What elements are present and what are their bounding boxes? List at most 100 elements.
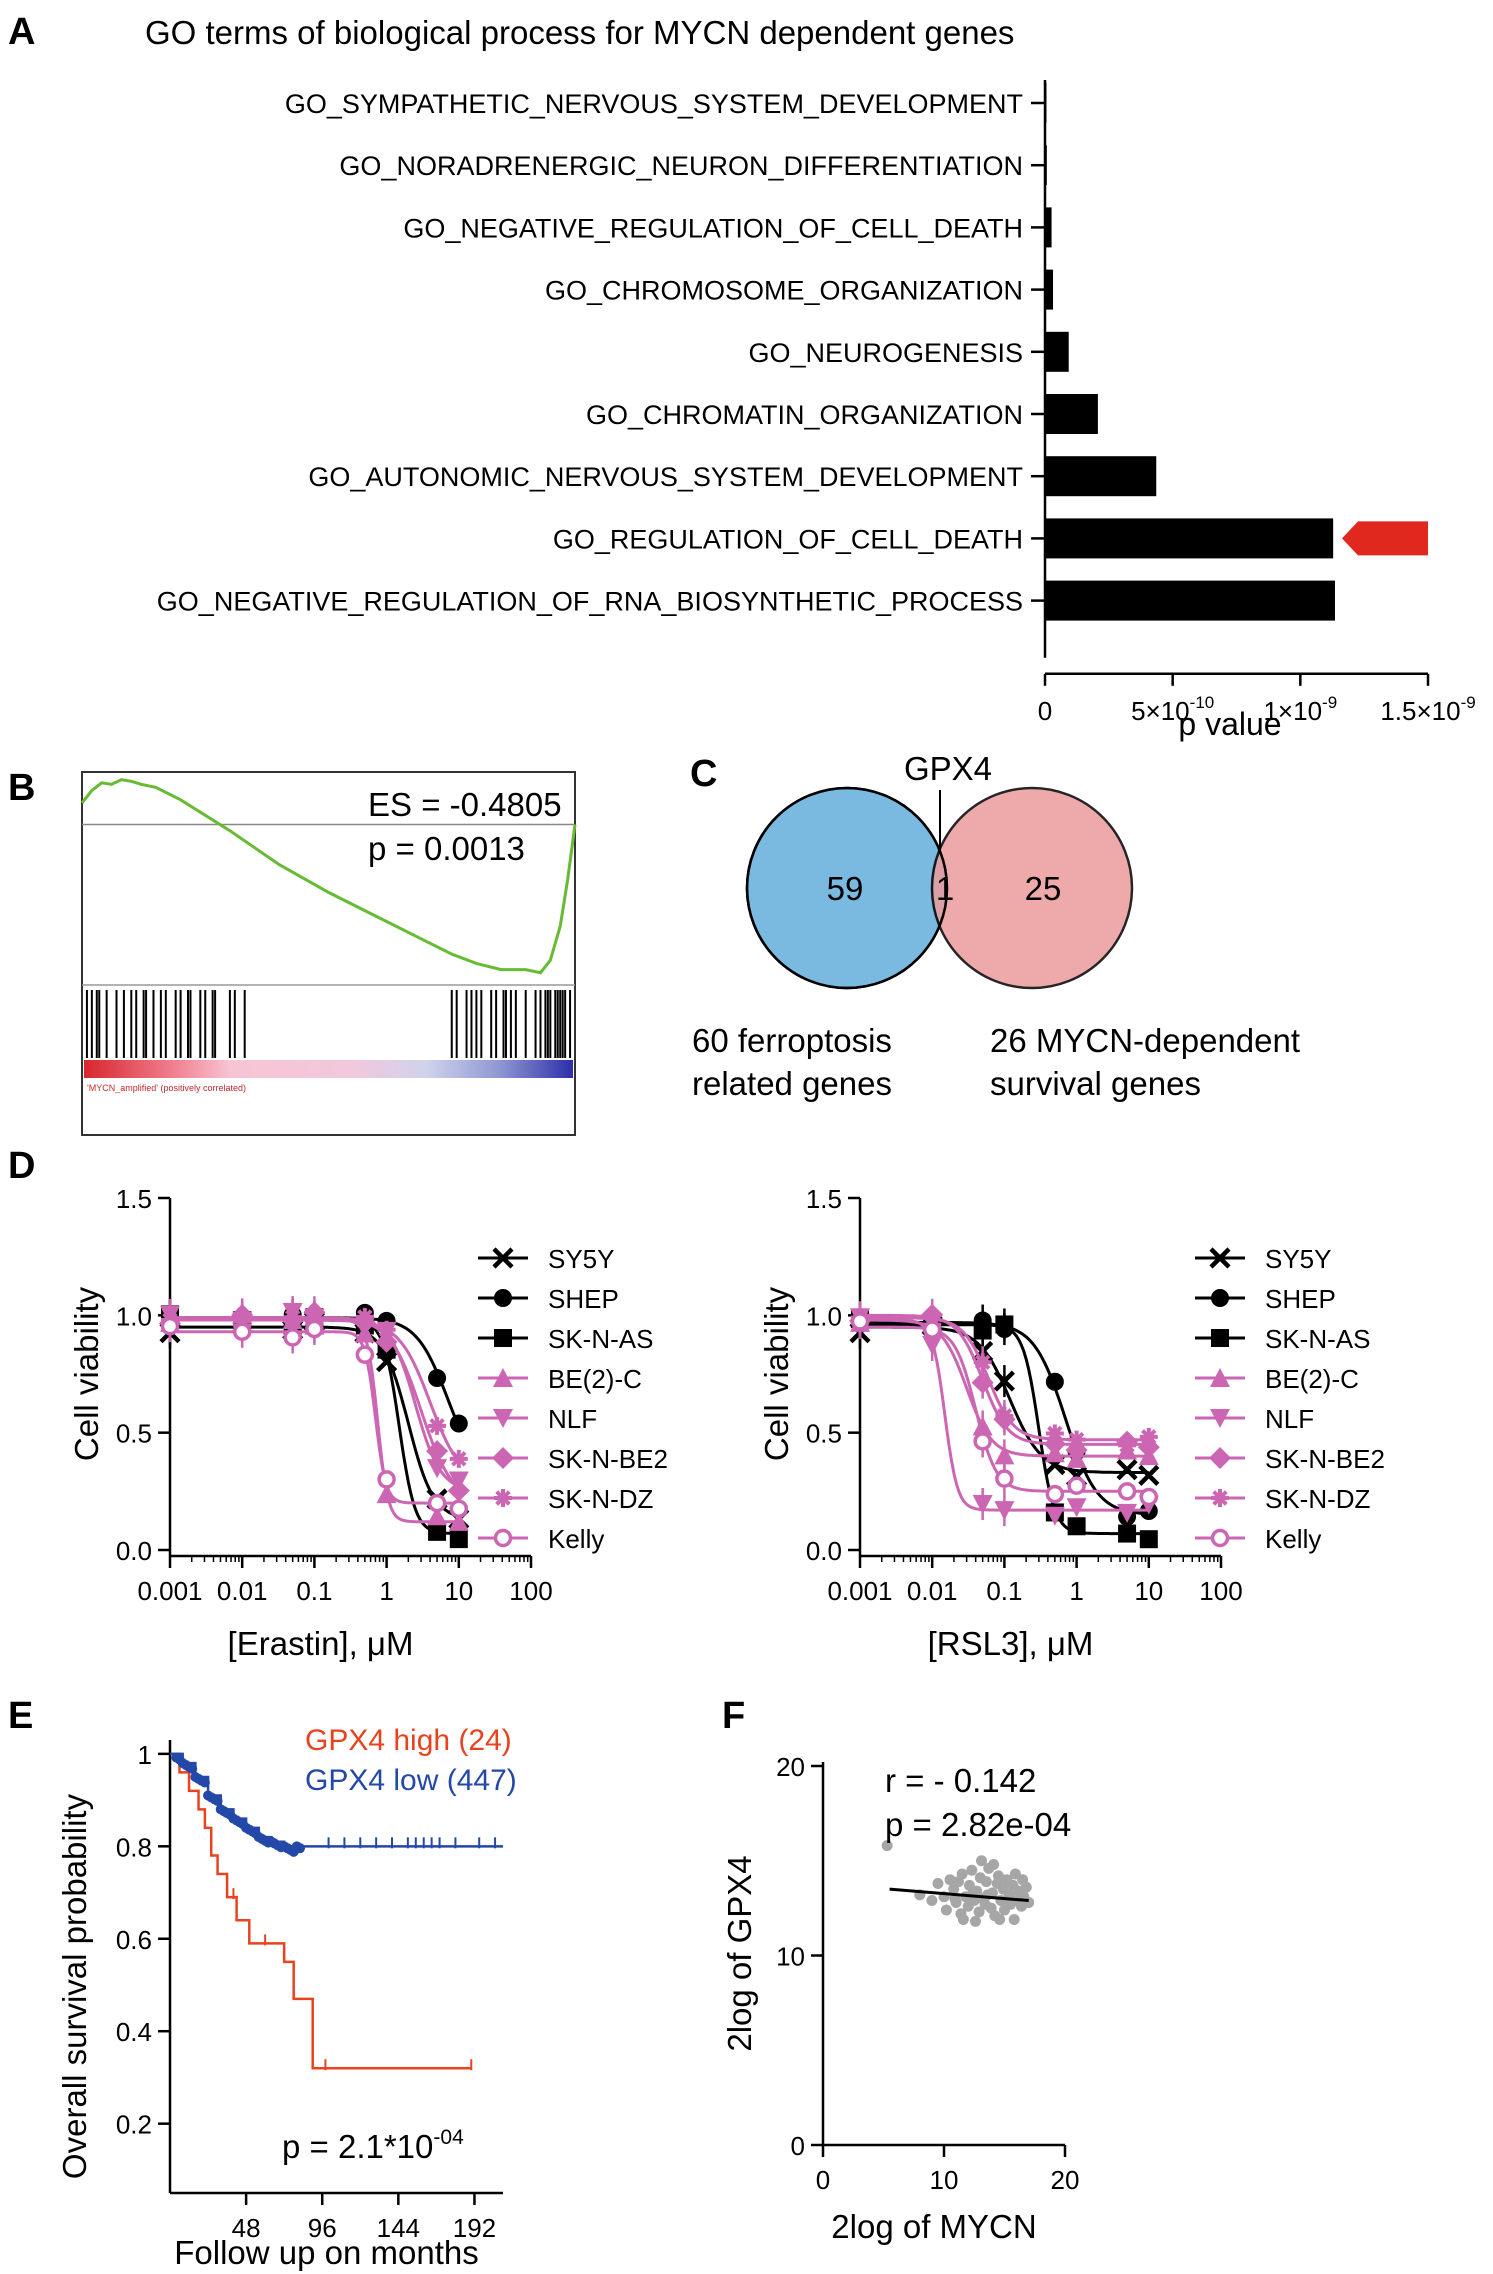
- f-y-tick-label: 0: [791, 2131, 805, 2161]
- d-data-marker: [355, 1307, 374, 1326]
- d-data-marker: [995, 1315, 1014, 1334]
- a-bar: [1045, 269, 1054, 310]
- d-data-marker: [376, 1484, 397, 1504]
- d-x-tick-label: 0.1: [986, 1576, 1022, 1606]
- panel-c-label: C: [690, 753, 717, 795]
- d-legend-marker: [493, 1528, 513, 1548]
- panel-a-bar-chart: GO_SYMPATHETIC_NERVOUS_SYSTEM_DEVELOPMEN…: [157, 80, 1476, 726]
- a-x-tick-base: 1.5×10: [1380, 696, 1460, 726]
- a-x-tick-base: 5×10: [1131, 696, 1190, 726]
- d-x-tick-label: 10: [1134, 1576, 1163, 1606]
- d-legend-label: NLF: [1265, 1404, 1314, 1434]
- d-data-marker: [1045, 1424, 1064, 1443]
- d-data-marker: [283, 1308, 302, 1327]
- d-data-marker: [1067, 1430, 1086, 1449]
- f-x-axis-label: 2log of MYCN: [831, 2208, 1036, 2245]
- e-x-tick-label: 96: [308, 2213, 337, 2243]
- d-legend-label: SY5Y: [1265, 1244, 1332, 1274]
- d-legend-label: SK-N-BE2: [548, 1444, 668, 1474]
- panel-f-label: F: [722, 1695, 745, 1737]
- d-x-tick-label: 10: [444, 1576, 473, 1606]
- d-data-marker: [1117, 1482, 1137, 1501]
- f-x-tick-label: 20: [1051, 2165, 1080, 2195]
- d-data-marker: [1139, 1530, 1158, 1549]
- d-data-marker: [427, 1506, 448, 1526]
- d-y-tick-label: 1.5: [806, 1184, 842, 1214]
- e-y-tick-label: 1: [138, 1740, 152, 1770]
- d-data-marker: [427, 1493, 447, 1513]
- e-x-axis-label: Follow up on months: [174, 2234, 479, 2271]
- d-fit-curve: [170, 1318, 459, 1535]
- d-data-marker: [973, 1321, 992, 1340]
- d-data-marker: [1045, 1484, 1065, 1504]
- f-regression-line: [889, 1887, 1029, 1903]
- f-scatter-point: [1017, 1874, 1029, 1886]
- km-low-label: GPX4 low (447): [305, 1764, 517, 1797]
- panel-d-legend-left: SY5Y SHEP SK-N-AS BE(2)-C NLF SK-N-BE2 SK-N-DZ…: [478, 1244, 668, 1554]
- d-legend-label: SK-N-BE2: [1265, 1444, 1385, 1474]
- d-data-marker: [1045, 1372, 1064, 1391]
- f-scatter-point: [932, 1877, 944, 1889]
- d-legend-label: SK-N-DZ: [1265, 1484, 1371, 1514]
- f-scatter-point: [957, 1913, 969, 1925]
- d-data-marker: [1117, 1503, 1138, 1523]
- panel-a-label: A: [8, 11, 35, 53]
- f-y-tick-label: 20: [776, 1752, 805, 1782]
- d-legend-marker: [1211, 1489, 1229, 1507]
- d-data-marker: [1138, 1464, 1160, 1486]
- f-scatter-point: [926, 1895, 938, 1907]
- a-category-label: GO_SYMPATHETIC_NERVOUS_SYSTEM_DEVELOPMEN…: [285, 89, 1023, 119]
- d-data-marker: [428, 1416, 447, 1435]
- d-data-marker: [1116, 1459, 1138, 1481]
- panel-d: D 0.00.51.01.50.001 0.01 0.1 1 10 100[Erastin…: [8, 1145, 1385, 1662]
- e-event-dot: [295, 1843, 306, 1854]
- f-scatter-point: [976, 1855, 988, 1867]
- d-y-tick-label: 1.0: [806, 1301, 842, 1331]
- d-legend-label: SK-N-AS: [1265, 1324, 1370, 1354]
- panel-f-scatter-plot: 0 10 20 0 10 20 2log of MYCN 2log of GPX4: [721, 1752, 1079, 2245]
- a-bar: [1045, 518, 1334, 559]
- panel-b-enrichment-plot: 'MYCN_amplified' (positively correlated): [80, 771, 577, 1136]
- d-legend-label: SHEP: [1265, 1284, 1336, 1314]
- d-data-marker: [1066, 1498, 1087, 1518]
- e-event-dot: [212, 1796, 223, 1807]
- panel-b-p-text: p = 0.0013: [368, 830, 525, 867]
- d-y-tick-label: 1.5: [116, 1184, 152, 1214]
- b-frame: [81, 771, 576, 1136]
- f-scatter-point: [980, 1876, 992, 1888]
- panel-f: F 0 10 20 0 10 20 2log of MYCN 2log of GPX4 r =…: [721, 1695, 1079, 2245]
- d-data-marker: [449, 1449, 468, 1468]
- f-scatter-point: [994, 1913, 1006, 1925]
- e-y-tick-label: 0.2: [116, 2110, 152, 2140]
- d-x-tick-label: 1: [379, 1576, 393, 1606]
- e-y-tick-label: 0.4: [116, 2017, 152, 2047]
- panel-a-title: GO terms of biological process for MYCN …: [145, 14, 1014, 51]
- d-legend-label: SHEP: [548, 1284, 619, 1314]
- a-category-label: GO_NEGATIVE_REGULATION_OF_RNA_BIOSYNTHET…: [157, 587, 1023, 617]
- d-data-marker: [994, 1501, 1015, 1521]
- panel-d-rsl3-plot: 0.0 0.5 1.0 1.5 0.001 0.01 0.1 1 10 100 [RSL3], μM…: [758, 1184, 1243, 1662]
- d-data-marker: [449, 1499, 469, 1518]
- d-fit-curve: [170, 1325, 460, 1518]
- venn-gene-label: GPX4: [904, 750, 992, 787]
- a-x-tick-exp: -9: [1461, 693, 1476, 712]
- d-data-marker: [972, 1495, 993, 1515]
- d-x-axis-label: [RSL3], μM: [928, 1625, 1094, 1662]
- a-category-label: GO_REGULATION_OF_CELL_DEATH: [553, 524, 1023, 554]
- a-bar: [1045, 580, 1335, 621]
- d-y-tick-label: 0.5: [806, 1419, 842, 1449]
- d-fit-curve: [170, 1330, 459, 1505]
- d-legend-label: Kelly: [548, 1524, 604, 1554]
- d-legend-marker: [1211, 1329, 1229, 1347]
- d-data-marker: [1118, 1524, 1137, 1543]
- a-bar: [1045, 394, 1098, 434]
- d-data-marker: [850, 1312, 870, 1331]
- d-x-tick-label: 0.001: [827, 1576, 892, 1606]
- d-x-axis-label: [Erastin], μM: [228, 1625, 414, 1662]
- d-x-tick-label: 0.01: [907, 1576, 958, 1606]
- d-legend-label: SY5Y: [548, 1244, 615, 1274]
- d-data-marker: [355, 1345, 375, 1364]
- d-legend-marker: [494, 1329, 512, 1347]
